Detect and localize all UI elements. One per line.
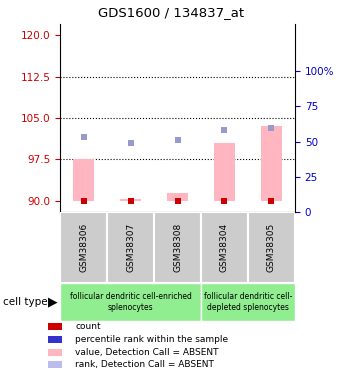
Bar <box>154 212 201 283</box>
Bar <box>48 362 62 368</box>
Bar <box>120 199 141 201</box>
Text: GSM38307: GSM38307 <box>126 223 135 272</box>
Text: value, Detection Call = ABSENT: value, Detection Call = ABSENT <box>75 348 219 357</box>
Text: ▶: ▶ <box>48 296 58 308</box>
Bar <box>48 336 62 343</box>
Bar <box>60 283 201 321</box>
Bar <box>60 212 107 283</box>
Bar <box>107 212 154 283</box>
Text: percentile rank within the sample: percentile rank within the sample <box>75 335 228 344</box>
Bar <box>48 324 62 330</box>
Text: GDS1600 / 134837_at: GDS1600 / 134837_at <box>98 6 245 19</box>
Text: GSM38306: GSM38306 <box>79 223 88 272</box>
Bar <box>73 159 94 201</box>
Text: follicular dendritic cell-
depleted splenocytes: follicular dendritic cell- depleted sple… <box>204 292 292 312</box>
Text: follicular dendritic cell-enriched
splenocytes: follicular dendritic cell-enriched splen… <box>70 292 191 312</box>
Text: count: count <box>75 322 101 332</box>
Bar <box>214 143 235 201</box>
Bar <box>48 349 62 356</box>
Bar <box>167 193 188 201</box>
Text: GSM38308: GSM38308 <box>173 223 182 272</box>
Bar <box>248 212 295 283</box>
Text: cell type: cell type <box>3 297 48 307</box>
Bar <box>261 126 282 201</box>
Text: GSM38304: GSM38304 <box>220 223 229 272</box>
Bar <box>201 212 248 283</box>
Text: GSM38305: GSM38305 <box>267 223 276 272</box>
Bar <box>201 283 295 321</box>
Text: rank, Detection Call = ABSENT: rank, Detection Call = ABSENT <box>75 360 214 369</box>
